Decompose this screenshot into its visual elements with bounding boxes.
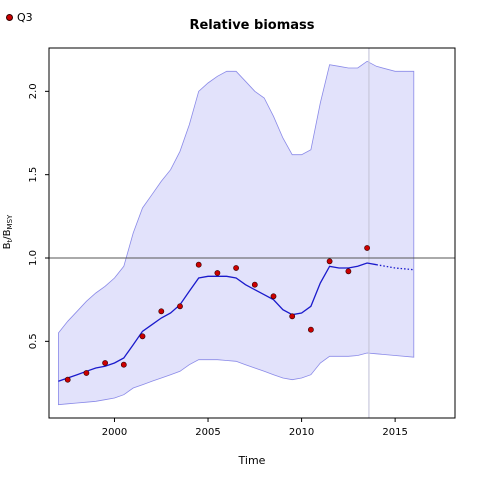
- y-axis-label-sub1: t: [6, 239, 14, 242]
- data-point: [177, 303, 183, 310]
- y-tick-label: 1.5: [28, 167, 39, 183]
- legend-label: Q3: [17, 11, 33, 24]
- data-point: [102, 360, 108, 366]
- svg-text:Bt/BMSY: Bt/BMSY: [2, 214, 14, 249]
- y-axis-label-sub2: MSY: [6, 214, 14, 229]
- x-tick-label: 2010: [289, 427, 314, 438]
- data-point: [326, 258, 333, 265]
- x-tick-label: 2000: [102, 427, 127, 438]
- legend: Q3: [6, 11, 33, 24]
- forecast-line: [376, 264, 414, 271]
- data-point: [139, 333, 146, 340]
- y-tick-label: 1.0: [28, 250, 39, 266]
- plot-area: 2000 2005 2010 2015 0.5 1.0 1.5 2.0: [28, 47, 456, 438]
- x-tick-label: 2015: [382, 427, 407, 438]
- data-point: [270, 293, 277, 300]
- data-point: [307, 326, 314, 333]
- chart-title: Relative biomass: [189, 18, 314, 33]
- y-axis-label: Bt/BMSY: [2, 214, 14, 249]
- data-point: [214, 270, 221, 276]
- data-point: [364, 245, 370, 251]
- legend-marker: [6, 14, 13, 21]
- x-axis-label: Time: [238, 454, 266, 467]
- data-point: [158, 308, 165, 315]
- confidence-band: [58, 60, 415, 406]
- data-point: [251, 281, 258, 288]
- data-point: [345, 268, 352, 275]
- y-axis-label-sep: /B: [2, 229, 13, 239]
- y-tick-label: 2.0: [28, 83, 39, 99]
- x-tick-label: 2005: [195, 427, 220, 438]
- data-point: [233, 265, 239, 271]
- data-point: [120, 361, 127, 368]
- median-line: [58, 262, 377, 382]
- data-point: [83, 370, 90, 376]
- plot-frame: [48, 47, 456, 419]
- y-tick-label: 0.5: [28, 333, 39, 349]
- data-point: [195, 261, 202, 268]
- data-point: [64, 376, 71, 383]
- y-axis-label-main: B: [2, 242, 13, 249]
- data-point: [289, 313, 296, 320]
